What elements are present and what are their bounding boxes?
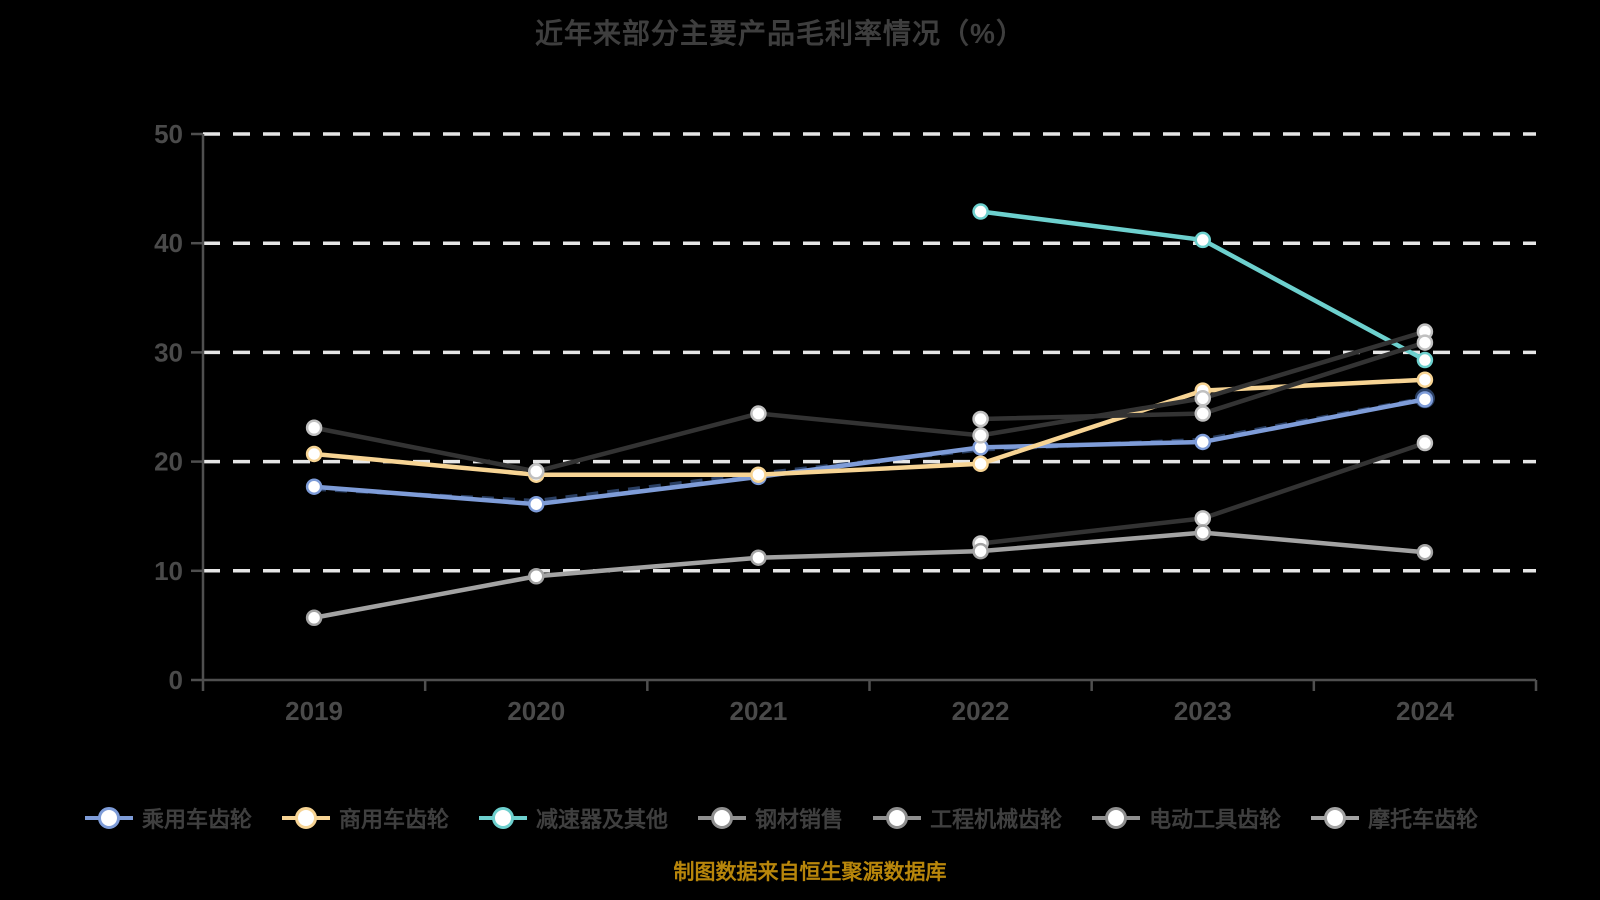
- series-marker-摩托车齿轮-2019: [305, 609, 323, 627]
- legend-item-摩托车齿轮[interactable]: 摩托车齿轮: [1311, 802, 1478, 834]
- legend-item-电动工具齿轮[interactable]: 电动工具齿轮: [1092, 802, 1281, 834]
- legend-marker-icon: [85, 807, 133, 829]
- series-marker-摩托车齿轮-2020: [528, 568, 545, 585]
- chart-legend: 乘用车齿轮 商用车齿轮 减速器及其他 钢材销售 工程机械齿轮 电动工具齿轮 摩托车齿轮: [85, 802, 1478, 834]
- legend-label: 商用车齿轮: [339, 807, 450, 832]
- y-axis-label-50: 50: [154, 119, 183, 149]
- chart-footer-source: 制图数据来自恒生聚源数据库: [673, 861, 947, 884]
- series-marker-钢材销售-2021: [750, 405, 767, 422]
- series-marker-减速器及其他-2023: [1194, 231, 1211, 249]
- legend-marker-icon: [873, 807, 922, 829]
- y-axis-label-0: 0: [169, 665, 183, 695]
- y-axis-label-30: 30: [154, 337, 183, 367]
- legend-marker-icon: [1311, 807, 1360, 829]
- legend-label: 乘用车齿轮: [142, 807, 253, 832]
- x-axis-label-2020: 2020: [507, 696, 565, 726]
- series-marker-工程机械齿轮-2024: [1416, 334, 1434, 351]
- legend-item-钢材销售[interactable]: 钢材销售: [698, 802, 843, 834]
- legend-item-工程机械齿轮[interactable]: 工程机械齿轮: [873, 802, 1062, 834]
- series-marker-商用车齿轮-2022: [972, 455, 989, 473]
- series-marker-工程机械齿轮-2022: [972, 410, 989, 428]
- legend-label: 工程机械齿轮: [930, 807, 1063, 832]
- series-marker-钢材销售-2020: [528, 463, 545, 480]
- legend-label: 钢材销售: [755, 807, 844, 832]
- x-axis-label-2024: 2024: [1396, 696, 1454, 726]
- legend-label: 减速器及其他: [536, 807, 669, 832]
- x-axis-label-2023: 2023: [1174, 696, 1232, 726]
- series-marker-钢材销售-2019: [305, 419, 323, 436]
- series-marker-工程机械齿轮-2023: [1194, 405, 1211, 422]
- series-marker-减速器及其他-2022: [972, 203, 989, 220]
- chart-title: 近年来部分主要产品毛利率情况（%）: [535, 18, 1025, 49]
- legend-marker-icon: [1092, 807, 1141, 829]
- legend-item-减速器及其他[interactable]: 减速器及其他: [479, 802, 668, 834]
- x-axis-label-2019: 2019: [285, 696, 343, 726]
- legend-marker-icon: [698, 807, 747, 829]
- series-line-摩托车齿轮: [311, 530, 1428, 621]
- series-marker-乘用车齿轮-2020: [528, 495, 545, 513]
- series-marker-减速器及其他-2024: [1416, 351, 1434, 369]
- series-marker-乘用车齿轮-2019: [305, 478, 323, 495]
- series-line-钢材销售: [311, 329, 1428, 474]
- series-marker-电动工具齿轮-2024: [1416, 434, 1434, 452]
- series-marker-商用车齿轮-2024: [1416, 371, 1434, 388]
- series-marker-摩托车齿轮-2022: [972, 542, 989, 560]
- y-axis-label-40: 40: [154, 228, 183, 258]
- series-marker-钢材销售-2022: [972, 427, 989, 444]
- legend-marker-icon: [479, 807, 528, 829]
- overlay-dashed-line: [313, 396, 1426, 503]
- series-marker-商用车齿轮-2019: [305, 445, 323, 463]
- series-marker-摩托车齿轮-2023: [1194, 524, 1211, 541]
- series-marker-乘用车齿轮-2023: [1194, 433, 1211, 451]
- series-marker-电动工具齿轮-2023: [1194, 510, 1211, 527]
- y-axis-label-20: 20: [154, 447, 183, 477]
- series-marker-乘用车齿轮-2024: [1416, 391, 1434, 408]
- series-marker-摩托车齿轮-2021: [750, 549, 767, 566]
- x-axis-label-2021: 2021: [729, 696, 787, 726]
- series-marker-商用车齿轮-2021: [750, 466, 767, 483]
- legend-label: 摩托车齿轮: [1368, 807, 1479, 832]
- legend-marker-icon: [282, 807, 331, 829]
- y-axis-label-10: 10: [154, 556, 183, 586]
- line-chart-canvas: 0 10 20 30 40 50 2019 2020 2021 2022 2023 2024: [154, 119, 1538, 726]
- series-marker-摩托车齿轮-2024: [1416, 543, 1434, 561]
- x-axis-label-2022: 2022: [952, 696, 1010, 726]
- legend-item-商用车齿轮[interactable]: 商用车齿轮: [282, 802, 449, 834]
- legend-item-乘用车齿轮[interactable]: 乘用车齿轮: [85, 802, 252, 834]
- series-line-乘用车齿轮: [311, 397, 1428, 507]
- series-marker-钢材销售-2023: [1194, 390, 1211, 407]
- legend-label: 电动工具齿轮: [1149, 807, 1282, 832]
